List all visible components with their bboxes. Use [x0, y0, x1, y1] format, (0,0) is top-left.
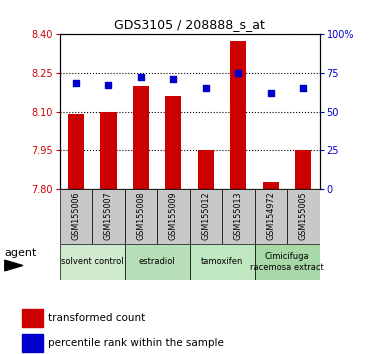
Bar: [222, 189, 254, 244]
Bar: [133, 86, 149, 189]
Bar: [190, 189, 222, 244]
Bar: [125, 244, 190, 280]
Bar: [198, 150, 214, 189]
Bar: [100, 112, 117, 189]
Text: GSM155013: GSM155013: [234, 192, 243, 240]
Point: [268, 90, 274, 96]
Text: Cimicifuga
racemosa extract: Cimicifuga racemosa extract: [250, 252, 324, 272]
Polygon shape: [5, 260, 23, 271]
Text: estradiol: estradiol: [139, 257, 176, 267]
Bar: [92, 189, 125, 244]
Text: transformed count: transformed count: [49, 313, 146, 323]
Bar: [60, 244, 125, 280]
Bar: [68, 114, 84, 189]
Text: solvent control: solvent control: [61, 257, 124, 267]
Point: [300, 85, 306, 91]
Bar: [157, 189, 190, 244]
Text: GSM155009: GSM155009: [169, 192, 178, 240]
Bar: [287, 189, 320, 244]
Point: [73, 81, 79, 86]
Text: GSM155005: GSM155005: [299, 192, 308, 240]
Bar: [22, 334, 43, 352]
Point: [138, 74, 144, 80]
Text: GSM155006: GSM155006: [71, 192, 80, 240]
Bar: [295, 150, 311, 189]
Point: [235, 70, 241, 75]
Bar: [190, 244, 254, 280]
Bar: [60, 189, 92, 244]
Point: [203, 85, 209, 91]
Text: agent: agent: [5, 248, 37, 258]
Bar: [230, 41, 246, 189]
Title: GDS3105 / 208888_s_at: GDS3105 / 208888_s_at: [114, 18, 265, 31]
Point: [170, 76, 176, 82]
Point: [105, 82, 112, 88]
Text: GSM154972: GSM154972: [266, 192, 275, 240]
Bar: [254, 189, 287, 244]
Bar: [263, 182, 279, 189]
Text: tamoxifen: tamoxifen: [201, 257, 243, 267]
Bar: [254, 244, 320, 280]
Text: GSM155012: GSM155012: [201, 192, 210, 240]
Bar: [22, 309, 43, 327]
Text: GSM155008: GSM155008: [136, 192, 146, 240]
Text: GSM155007: GSM155007: [104, 192, 113, 240]
Bar: [165, 96, 181, 189]
Text: percentile rank within the sample: percentile rank within the sample: [49, 338, 224, 348]
Bar: [125, 189, 157, 244]
